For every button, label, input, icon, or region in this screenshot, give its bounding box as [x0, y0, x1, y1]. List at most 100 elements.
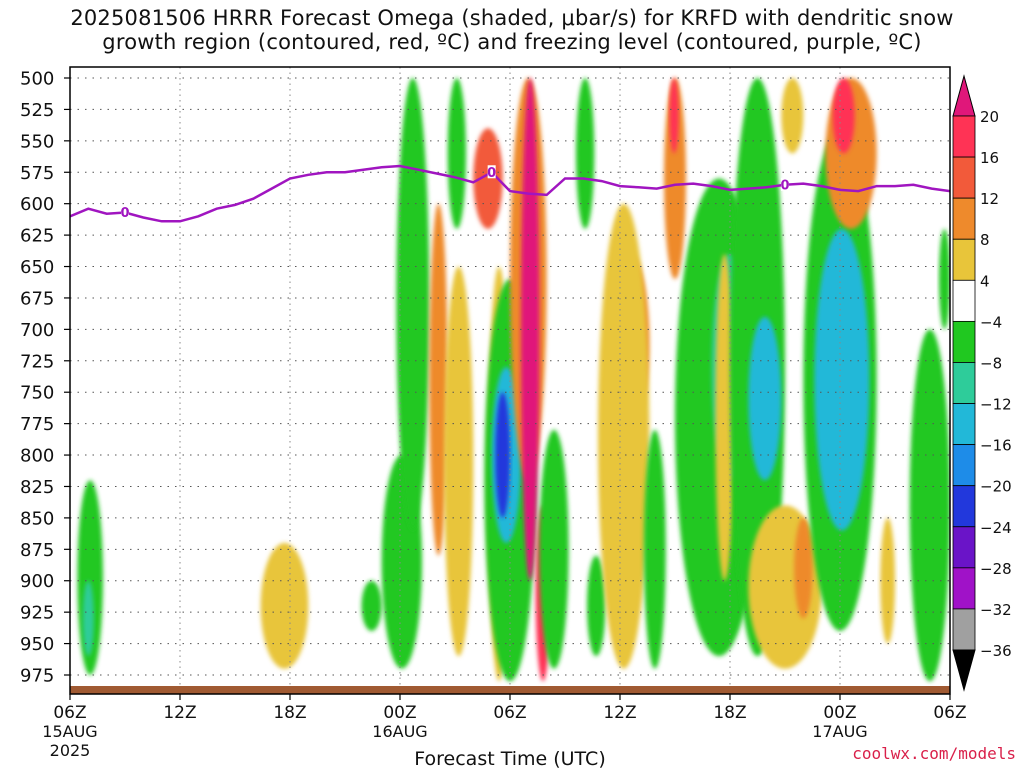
x-date-label: 17AUG: [812, 722, 867, 741]
omega-region: [447, 77, 467, 229]
omega-region: [396, 77, 430, 531]
omega-region: [715, 253, 734, 581]
omega-region: [895, 78, 914, 129]
colorbar-label: −20: [980, 478, 1012, 496]
colorbar-segment: [952, 156, 976, 199]
y-tick-label: 825: [20, 477, 54, 498]
title-line-1: 2025081506 HRRR Forecast Omega (shaded, …: [70, 6, 954, 30]
x-tick-label: 06Z: [493, 703, 526, 723]
pressure-axis: 500 525 550 575 600 625 650 675 700 725 750 775 800 8…: [20, 69, 70, 687]
y-tick-label: 700: [20, 320, 54, 341]
omega-region: [664, 77, 686, 280]
x-year-label: 2025: [50, 741, 91, 760]
omega-region: [81, 253, 96, 330]
omega-region: [814, 228, 870, 531]
x-tick-label: 18Z: [273, 703, 306, 723]
y-tick-label: 750: [20, 383, 54, 404]
omega-region: [700, 78, 719, 166]
colorbar-segment: [952, 362, 976, 404]
colorbar-label: −28: [980, 560, 1012, 578]
omega-region: [293, 354, 309, 544]
freezing-level-label: 0: [780, 178, 789, 193]
omega-region: [587, 555, 606, 657]
omega-region: [909, 329, 950, 682]
colorbar-label: 20: [980, 108, 999, 126]
y-tick-label: 900: [20, 571, 54, 592]
y-tick-label: 675: [20, 288, 54, 309]
omega-shaded-field: [77, 77, 950, 682]
colorbar-top-arrow: [952, 74, 976, 117]
y-tick-label: 625: [20, 226, 54, 247]
y-tick-label: 550: [20, 131, 54, 152]
x-tick-label: 00Z: [823, 703, 856, 723]
y-tick-label: 775: [20, 414, 54, 435]
chart-title: 2025081506 HRRR Forecast Omega (shaded, …: [0, 6, 1024, 54]
x-tick-label: 00Z: [383, 703, 416, 723]
omega-region: [444, 266, 474, 657]
colorbar-label: 12: [980, 190, 999, 208]
colorbar-segment: [952, 115, 976, 158]
colorbar-label: −4: [980, 313, 1002, 331]
y-tick-label: 525: [20, 100, 54, 121]
omega-region: [643, 429, 666, 669]
colorbar-segment: [952, 238, 976, 281]
colorbar-segment: [952, 608, 976, 651]
x-tick-label: 06Z: [53, 703, 86, 723]
y-tick-label: 800: [20, 446, 54, 467]
x-tick-label: 12Z: [163, 703, 196, 723]
y-tick-label: 950: [20, 634, 54, 655]
colorbar-segment: [952, 567, 976, 610]
colorbar-segment: [952, 403, 976, 446]
omega-region: [82, 580, 94, 657]
colorbar-label: 4: [980, 272, 990, 290]
colorbar-label: −36: [980, 642, 1012, 660]
omega-region: [576, 77, 595, 229]
colorbar-label: −24: [980, 519, 1012, 537]
colorbar-label: −16: [980, 437, 1012, 455]
colorbar-segment: [952, 485, 976, 528]
omega-region: [832, 78, 855, 154]
freezing-label-bg: [781, 177, 789, 191]
y-tick-label: 875: [20, 540, 54, 561]
omega-region: [361, 580, 382, 632]
freezing-label-bg: [121, 205, 129, 219]
colorbar-segment: [952, 197, 976, 240]
x-tick-label: 06Z: [933, 703, 966, 723]
colorbar-segment: [952, 320, 976, 363]
colorbar-legend: 20 16 12 8 4 −4 −8 −12 −16 −20 −24 −28 −32 −36: [952, 74, 1012, 692]
y-tick-label: 975: [20, 666, 54, 687]
freezing-level-contour: 0 0 0: [70, 164, 950, 223]
colorbar-segment: [952, 526, 976, 569]
omega-region: [539, 429, 569, 669]
colorbar-label: 16: [980, 149, 999, 167]
omega-region: [429, 203, 448, 556]
omega-region: [781, 78, 804, 154]
colorbar-segment: [952, 279, 976, 322]
omega-region: [939, 228, 950, 330]
omega-region: [260, 543, 309, 669]
freezing-label-bg: [487, 165, 496, 179]
x-tick-label: 12Z: [603, 703, 636, 723]
colorbar-bottom-arrow: [952, 649, 976, 692]
y-tick-label: 725: [20, 351, 54, 372]
freezing-level-line: [70, 164, 950, 223]
omega-region: [374, 78, 384, 129]
grid-lines: [70, 67, 950, 694]
colorbar-label: −12: [980, 396, 1012, 414]
x-date-label: 15AUG: [42, 722, 97, 741]
omega-region: [748, 316, 782, 481]
omega-region: [669, 78, 679, 154]
omega-region: [521, 77, 540, 581]
colorbar-segment: [952, 444, 976, 487]
omega-region: [225, 480, 241, 556]
colorbar-label: −32: [980, 601, 1012, 619]
y-tick-label: 650: [20, 257, 54, 278]
ground-surface: [70, 686, 950, 694]
x-tick-label: 18Z: [713, 703, 746, 723]
colorbar-label: −8: [980, 354, 1002, 372]
y-tick-label: 850: [20, 508, 54, 529]
omega-region: [598, 203, 650, 669]
y-tick-label: 925: [20, 603, 54, 624]
